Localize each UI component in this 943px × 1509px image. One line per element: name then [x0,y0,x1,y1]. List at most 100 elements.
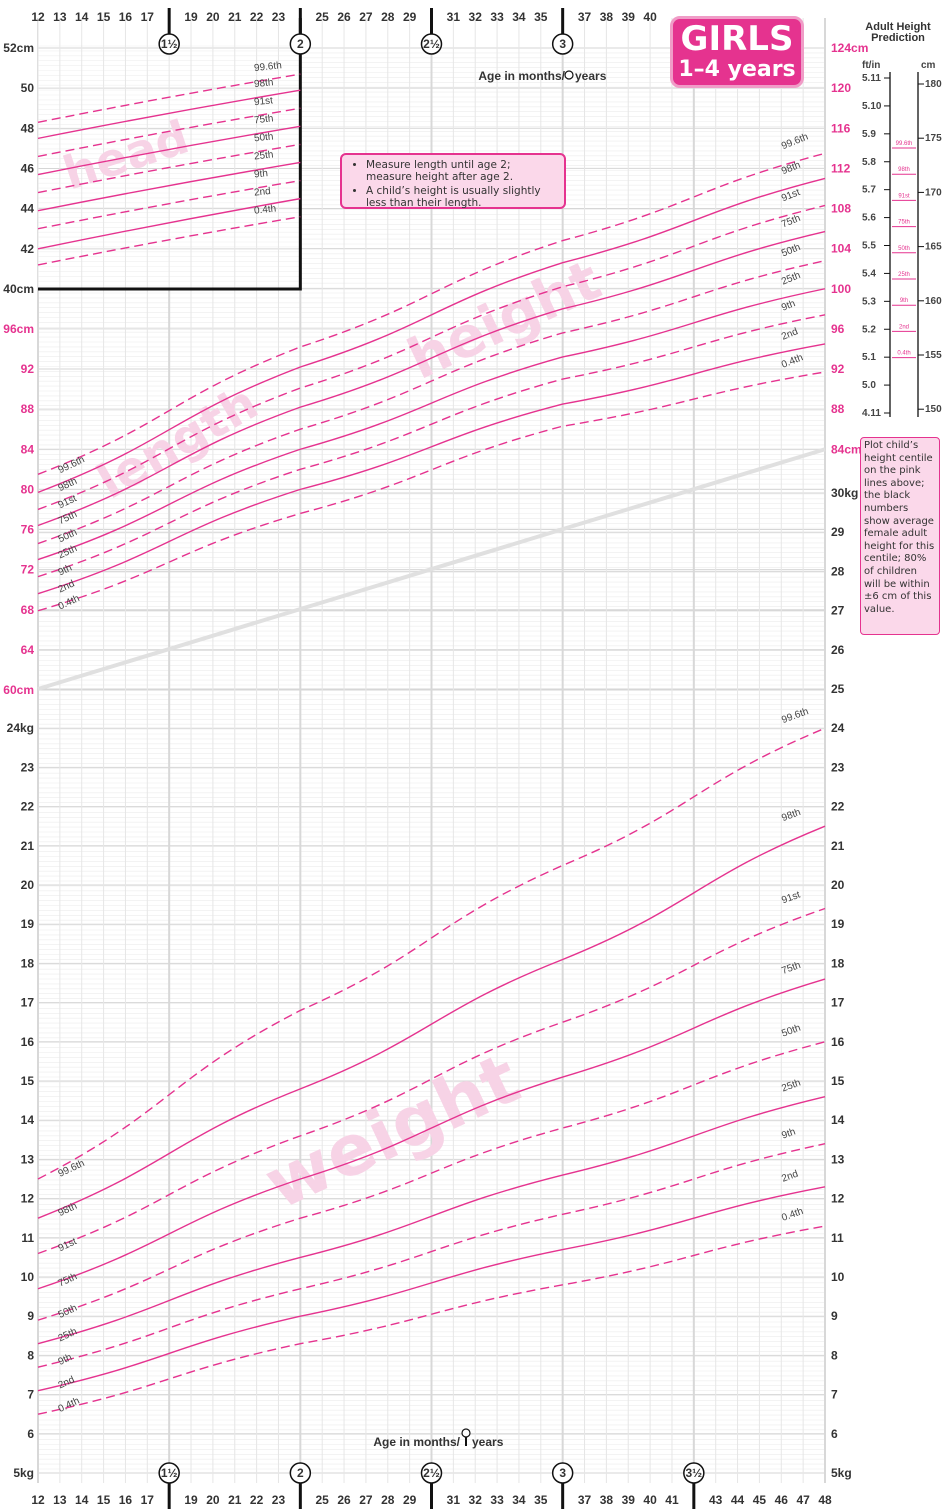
head-curve-0.4th [37,216,301,266]
top-year-marker [158,33,180,55]
centile-curves [37,73,826,1415]
length-axis-tick: 60cm [3,683,34,697]
head-centile-label: 98th [253,77,274,90]
bottom-month-tick: 40 [643,1493,657,1507]
cm-unit-label: cm [921,60,936,71]
prediction-centile-label: 2nd [899,324,909,330]
callout-item: A child’s height is usually slightly les… [366,185,558,209]
height-axis-tick: 124cm [831,41,868,55]
length-axis-tick: 88 [21,402,35,416]
ft-tick-label: 5.7 [862,185,876,196]
prediction-title-line: Adult Height [865,21,931,33]
top-month-tick: 25 [316,10,330,24]
bottom-month-tick: 19 [184,1493,198,1507]
bottom-year-marker [289,1462,312,1484]
ft-tick-label: 5.5 [862,241,876,252]
female-symbol-icon [564,70,574,80]
bottom-year-label: 1½ [161,1466,178,1480]
height-axis-tick: 92 [831,362,845,376]
top-month-tick: 38 [600,10,614,24]
height-axis-tick: 108 [831,202,851,216]
top-year-label: 3 [559,37,566,51]
weight-axis-tick-right: 21 [831,839,845,853]
bottom-axis-title: Age in months/ [373,1435,460,1449]
length-axis-tick: 64 [21,643,35,657]
bottom-month-tick: 20 [206,1493,220,1507]
adult-height-prediction-scale: ft/in cm 5.11 5.10 5.9 5.8 5.7 5.6 5.5 5.4 5.3 5.2 5… [862,60,942,419]
cm-tick-label: 170 [925,187,942,198]
bottom-month-tick: 29 [403,1493,417,1507]
bottom-month-tick: 27 [359,1493,373,1507]
weight-curve-98th [37,825,826,1219]
weight-curve-25th [37,1095,826,1345]
bottom-year-marker [420,1462,443,1484]
prediction-centile-label: 0.4th [897,351,910,357]
bottom-year-marker [683,1462,705,1484]
weight-axis-tick-right: 17 [831,996,845,1010]
length-axis-tick: 68 [21,603,35,617]
top-month-tick: 15 [97,10,111,24]
bottom-month-tick: 32 [469,1493,483,1507]
bottom-month-tick: 25 [316,1493,330,1507]
length-curve-25th [37,288,826,561]
bottom-year-label: 3 [559,1466,566,1480]
head-curve-25th [37,161,301,212]
weight-axis-tick-right: 23 [831,760,845,774]
weight-curve-2nd [37,1186,826,1392]
chart-grid [37,8,826,1483]
female-symbol-icon [461,1428,471,1438]
head-axis-tick: 48 [21,121,35,135]
top-month-tick: 27 [359,10,373,24]
bottom-month-tick: 22 [250,1493,264,1507]
top-month-tick: 34 [512,10,526,24]
top-month-tick: 17 [141,10,155,24]
height-axis-tick: 96 [831,322,845,336]
prediction-centile-label: 50th [898,246,910,252]
length-centile-label: 9th [57,563,74,579]
weight-axis-tick-right: 28 [831,564,845,578]
weight-axis-tick-right: 20 [831,878,845,892]
prediction-centile-label: 99.6th [896,141,913,147]
bottom-month-tick: 23 [272,1493,286,1507]
top-month-tick: 31 [447,10,461,24]
weight-curve-50th [37,1041,826,1321]
cm-tick-label: 155 [925,350,942,361]
badge-age-range: 1–4 years [678,57,796,82]
top-month-tick: 32 [469,10,483,24]
bottom-month-tick: 15 [97,1493,111,1507]
top-axis-title: Age in months/ [478,69,565,83]
top-month-tick: 26 [337,10,351,24]
head-centile-label: 9th [253,168,268,180]
head-axis-tick: 46 [21,162,35,176]
head-axis-tick: 44 [21,202,35,216]
adult-height-prediction-title: Adult Height Prediction [856,22,940,44]
weight-axis-tick: 15 [21,1074,35,1088]
weight-axis-tick-right: 5kg [831,1466,852,1480]
weight-axis-tick-right: 30kg [831,486,858,500]
head-curve-50th [37,143,301,194]
top-month-tick: 23 [272,10,286,24]
section-divider [37,447,826,691]
weight-centile-label: 9th [57,1352,74,1368]
head-axis-tick: 52cm [3,41,34,55]
head-axis-tick: 42 [21,242,35,256]
weight-right-centile-label: 91st [780,889,802,906]
prediction-title-line: Prediction [871,32,925,44]
measurement-callout: Measure length until age 2; measure heig… [340,153,566,209]
weight-axis-tick: 10 [21,1270,35,1284]
weight-axis-tick: 24kg [7,721,34,735]
weight-axis-tick: 9 [27,1309,34,1323]
ft-tick-label: 4.11 [862,408,881,419]
prediction-centile-label: 75th [898,220,910,226]
weight-axis-tick-right: 25 [831,682,845,696]
badge-title: GIRLS [680,19,794,59]
height-axis-tick: 84cm [831,442,862,456]
length-curve-75th [37,230,826,527]
ft-tick-label: 5.2 [862,324,876,335]
bottom-month-tick: 47 [796,1493,810,1507]
bottom-month-tick: 35 [534,1493,548,1507]
bottom-month-tick: 26 [337,1493,351,1507]
bottom-month-tick: 16 [119,1493,133,1507]
top-month-tick: 21 [228,10,242,24]
